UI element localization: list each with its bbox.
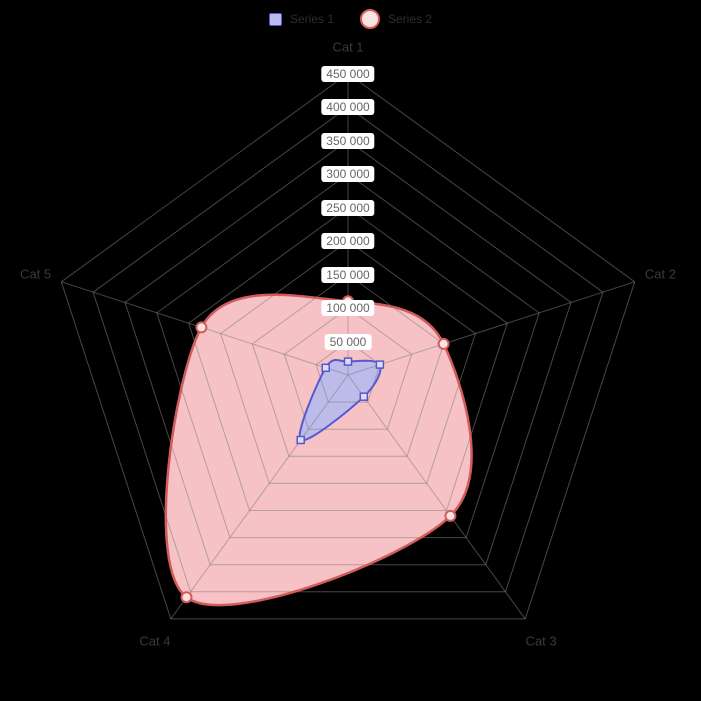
data-point-marker[interactable]: [296, 435, 305, 445]
legend-label: Series 2: [388, 12, 433, 26]
legend-item-2[interactable]: Series 2: [360, 9, 432, 29]
radial-tick-label: 450 000: [321, 65, 375, 82]
radar-grid-ring: [92, 106, 604, 593]
data-point-marker[interactable]: [444, 509, 457, 522]
radar-grid-ring: [124, 139, 572, 566]
radar-grid-spoke: [347, 374, 526, 620]
radar-grid-ring: [220, 240, 476, 484]
radial-tick-label: 300 000: [321, 166, 375, 182]
data-point-marker[interactable]: [180, 591, 193, 604]
data-point-marker[interactable]: [359, 392, 369, 401]
data-point-marker[interactable]: [343, 357, 353, 366]
radial-tick-label: 350 000: [321, 132, 375, 149]
category-label-5: Cat 5: [20, 266, 52, 281]
radar-grid-ring: [60, 72, 636, 620]
data-point-marker[interactable]: [375, 360, 385, 369]
radial-tick-label: 400 000: [321, 99, 375, 115]
radar-grid-ring: [156, 173, 540, 539]
radial-tick-label: 100 000: [321, 300, 375, 316]
radar-grid-ring: [188, 206, 508, 511]
category-label-2: Cat 2: [644, 266, 676, 281]
data-point-marker[interactable]: [437, 337, 450, 350]
data-point-marker[interactable]: [195, 321, 208, 334]
data-point-marker[interactable]: [321, 363, 330, 373]
legend-square-marker-icon: [268, 12, 282, 26]
radar-grid-ring: [283, 307, 413, 430]
radar-grid-spoke: [347, 281, 635, 376]
category-label-3: Cat 3: [525, 633, 557, 649]
legend: Series 1 Series 2: [0, 6, 701, 32]
legend-circle-marker-icon: [360, 9, 380, 29]
radial-tick-label: 150 000: [321, 266, 375, 283]
radial-tick-label: 250 000: [321, 199, 375, 216]
series-area-2[interactable]: [165, 294, 472, 606]
legend-label: Series 1: [289, 12, 334, 26]
radial-tick-label: 50 000: [324, 333, 372, 350]
legend-item-1[interactable]: Series 1: [268, 12, 334, 26]
radar-grid-ring: [251, 273, 445, 457]
radial-tick-label: 200 000: [321, 233, 375, 249]
category-label-1: Cat 1: [332, 39, 364, 54]
category-label-4: Cat 4: [139, 633, 171, 649]
radar-grid-spoke: [170, 374, 349, 620]
